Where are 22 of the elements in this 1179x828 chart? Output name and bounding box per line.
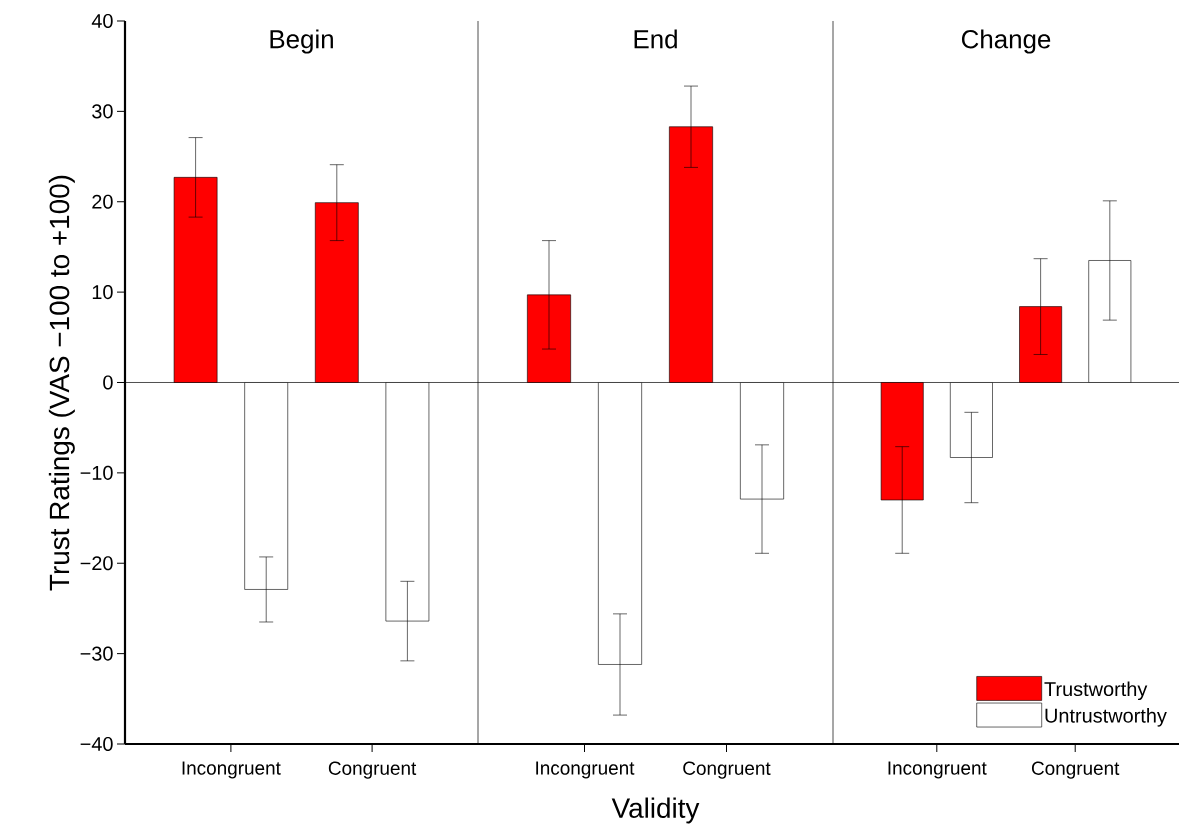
y-tick-label: 30 bbox=[92, 104, 113, 119]
chart-title: Begin bbox=[270, 29, 333, 54]
x-tick-label: Incongruent bbox=[182, 761, 281, 779]
x-tick-label: Congruent bbox=[1031, 761, 1120, 779]
y-axis-title: Trust Ratings (VAS −100 to +100) bbox=[48, 175, 75, 591]
y-tick-label: 0 bbox=[103, 375, 113, 390]
y-tick-label: −10 bbox=[80, 465, 113, 480]
chart-title: End bbox=[634, 29, 677, 49]
x-tick-label: Incongruent bbox=[536, 761, 635, 779]
x-axis-title: Validity bbox=[611, 797, 700, 824]
x-tick-label: Congruent bbox=[683, 761, 771, 779]
x-tick-label: Congruent bbox=[328, 761, 417, 779]
y-tick-label: −20 bbox=[80, 556, 113, 571]
y-tick-label: 10 bbox=[92, 285, 113, 300]
legend-label: Trustworthy bbox=[1044, 681, 1148, 701]
legend-label: Untrustworthy bbox=[1045, 708, 1167, 727]
y-tick-label: −30 bbox=[80, 646, 113, 661]
x-tick-label: Incongruent bbox=[888, 761, 987, 779]
y-tick-label: 20 bbox=[92, 194, 113, 209]
y-tick-label: −40 bbox=[80, 736, 113, 752]
chart-title: Change bbox=[961, 29, 1051, 54]
y-tick-label: 40 bbox=[91, 13, 113, 29]
